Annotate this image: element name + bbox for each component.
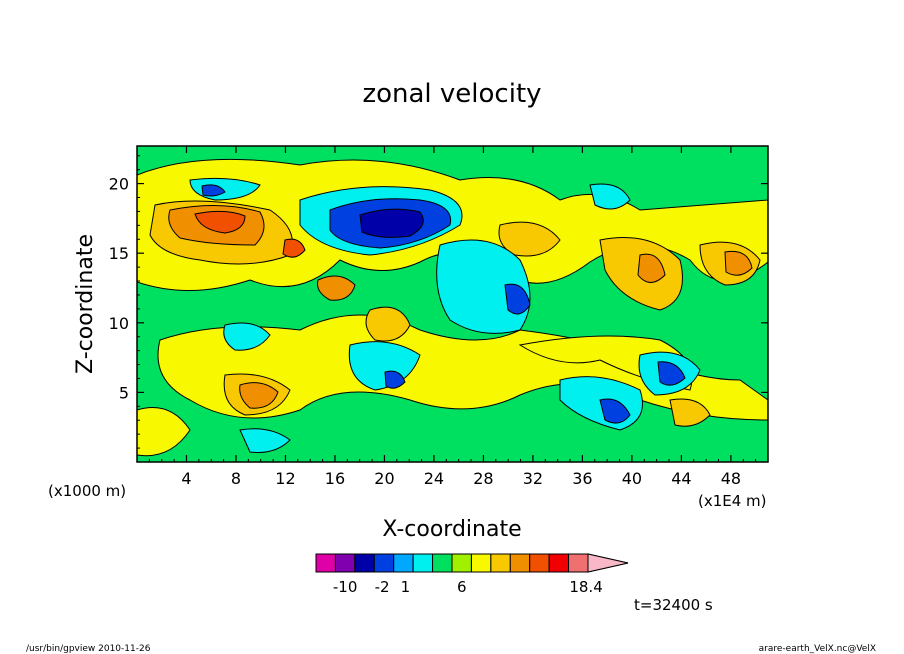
x-tick-label: 44 bbox=[671, 469, 691, 488]
footer-right: arare-earth_VelX.nc@VelX bbox=[759, 644, 876, 654]
time-label: t=32400 s bbox=[634, 596, 713, 614]
dark-blue-core bbox=[359, 208, 424, 238]
orange-region bbox=[365, 306, 411, 342]
colorbar-swatch bbox=[529, 553, 550, 573]
blue-region bbox=[504, 283, 531, 315]
y-axis: 5 10 15 20 bbox=[109, 155, 768, 449]
cyan-region bbox=[239, 428, 291, 453]
colorbar-swatch bbox=[470, 553, 492, 573]
colorbar-swatch bbox=[334, 553, 356, 573]
x-tick-label: 28 bbox=[473, 469, 493, 488]
colorbar-swatch bbox=[354, 553, 375, 573]
colorbar-swatch bbox=[412, 553, 434, 573]
dark-orange-region bbox=[724, 250, 753, 276]
y-tick-label: 15 bbox=[109, 244, 129, 263]
colorbar-swatch bbox=[373, 553, 395, 573]
colorbar-label: 18.4 bbox=[569, 578, 602, 596]
colorbar-swatch bbox=[451, 553, 472, 573]
colorbar-swatch bbox=[490, 553, 511, 573]
x-tick-label: 24 bbox=[424, 469, 444, 488]
x-tick-label: 32 bbox=[523, 469, 543, 488]
x-tick-label: 16 bbox=[325, 469, 345, 488]
x-tick-label: 20 bbox=[374, 469, 394, 488]
contour-field bbox=[137, 146, 768, 462]
x-tick-label: 12 bbox=[275, 469, 295, 488]
colorbar-swatch bbox=[509, 553, 531, 573]
chart-title: zonal velocity bbox=[362, 79, 541, 109]
y-tick-label: 5 bbox=[119, 383, 129, 402]
colorbar-swatch bbox=[315, 553, 336, 573]
x-axis-label: X-coordinate bbox=[382, 517, 521, 542]
x-tick-label: 4 bbox=[181, 469, 191, 488]
y-axis-label: Z-coordinate bbox=[73, 234, 98, 374]
blue-region bbox=[599, 398, 631, 424]
yellow-region bbox=[137, 407, 191, 457]
dark-orange-region bbox=[239, 382, 279, 409]
blue-region bbox=[384, 370, 406, 389]
cyan-region bbox=[436, 239, 531, 334]
cyan-region bbox=[223, 322, 271, 351]
red-core bbox=[194, 210, 246, 234]
blue-region bbox=[201, 184, 226, 197]
dark-orange-region bbox=[317, 275, 356, 301]
x-unit-label: (x1E4 m) bbox=[698, 492, 767, 510]
colorbar-swatch bbox=[393, 553, 414, 573]
plot-frame bbox=[136, 145, 769, 463]
footer-left: /usr/bin/gpview 2010-11-26 bbox=[26, 644, 151, 654]
cyan-region bbox=[589, 183, 631, 210]
y-tick-label: 20 bbox=[109, 175, 129, 194]
red-core bbox=[282, 238, 306, 258]
dark-orange-region bbox=[637, 253, 666, 283]
colorbar-label: 6 bbox=[457, 578, 467, 596]
x-tick-label: 40 bbox=[622, 469, 642, 488]
x-tick-label: 36 bbox=[572, 469, 592, 488]
colorbar-swatch bbox=[568, 553, 589, 573]
colorbar-label: -2 bbox=[375, 578, 390, 596]
orange-region bbox=[498, 221, 561, 257]
negative-regions bbox=[189, 177, 701, 453]
blue-region bbox=[657, 361, 686, 386]
colorbar-arrow bbox=[587, 553, 629, 573]
colorbar-swatch bbox=[432, 553, 453, 573]
y-unit-label: (x1000 m) bbox=[48, 482, 126, 500]
x-tick-label: 48 bbox=[721, 469, 741, 488]
y-tick-label: 10 bbox=[109, 314, 129, 333]
colorbar-label: 1 bbox=[401, 578, 411, 596]
x-tick-label: 8 bbox=[231, 469, 241, 488]
x-axis: 4 8 12 16 20 24 28 32 36 40 44 48 bbox=[148, 146, 757, 488]
colorbar-swatch bbox=[548, 553, 570, 573]
colorbar-label: -10 bbox=[333, 578, 358, 596]
colorbar: -10 -2 1 6 18.4 bbox=[315, 553, 629, 596]
orange-region bbox=[669, 398, 711, 427]
